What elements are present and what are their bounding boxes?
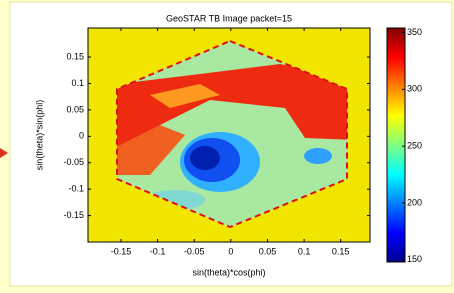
chart-title: GeoSTAR TB Image packet=15	[166, 13, 292, 23]
x-tick-label: 0.1	[298, 246, 311, 256]
x-axis-label: sin(theta)*cos(phi)	[192, 267, 265, 277]
colorbar	[387, 28, 405, 262]
y-tick-label: 0.15	[66, 51, 84, 61]
x-tick-label: 0.15	[332, 246, 350, 256]
y-axis-label: sin(theta)*sin(phi)	[34, 100, 44, 171]
y-tick-label: -0.15	[63, 210, 84, 220]
colorbar-tick-label: 200	[407, 197, 422, 207]
colorbar-tick-label: 250	[407, 141, 422, 151]
x-tick-label: -0.05	[184, 246, 205, 256]
x-tick-label: 0	[228, 246, 233, 256]
y-tick-label: -0.05	[63, 157, 84, 167]
y-tick-label: 0.1	[71, 78, 84, 88]
colorbar-tick-label: 150	[407, 254, 422, 264]
y-tick-label: -0.1	[68, 184, 84, 194]
y-tick-label: 0	[79, 131, 84, 141]
y-tick-label: 0.05	[66, 104, 84, 114]
x-tick-label: -0.1	[150, 246, 166, 256]
screenshot: GeoSTAR TB Image packet=15 sin(theta)*co…	[0, 0, 454, 288]
x-tick-label: 0.05	[259, 246, 277, 256]
colorbar-tick-label: 350	[407, 27, 422, 37]
colorbar-tick-label: 300	[407, 84, 422, 94]
x-tick-label: -0.15	[111, 246, 132, 256]
pointer-arrow	[0, 148, 8, 158]
